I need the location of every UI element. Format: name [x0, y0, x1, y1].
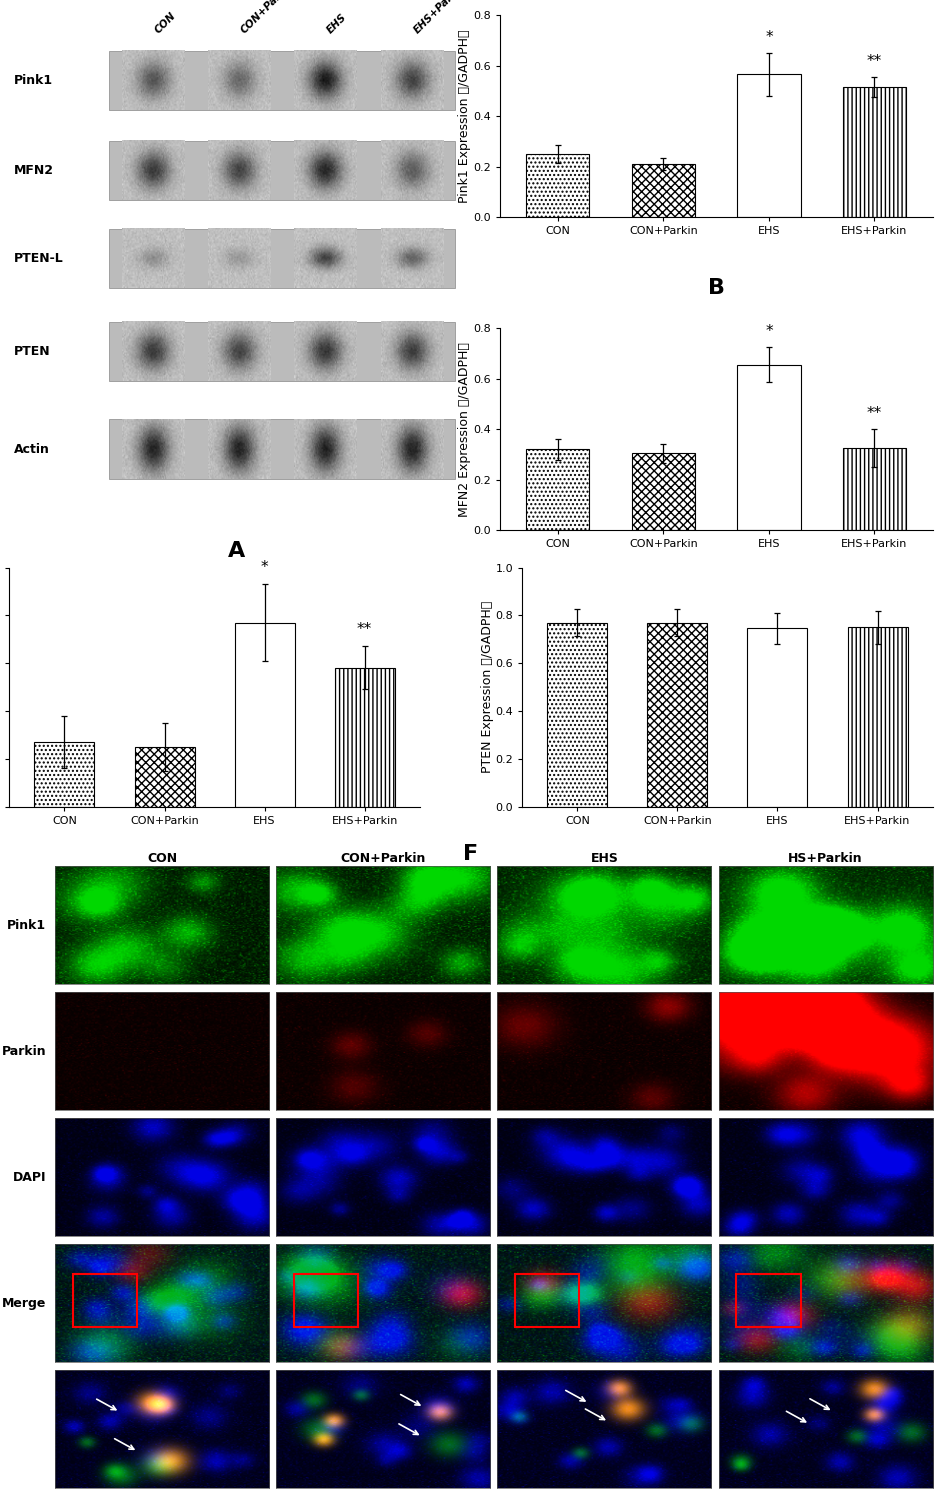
Bar [35, 742, 94, 807]
Y-axis label: Pink1 Expression （/GADPH）: Pink1 Expression （/GADPH） [459, 29, 471, 203]
Text: F: F [463, 843, 479, 864]
Title: CON: CON [147, 852, 177, 866]
Title: CON+Parkin: CON+Parkin [341, 852, 426, 866]
Text: Parkin: Parkin [1, 1045, 46, 1058]
Bar [631, 454, 695, 531]
Text: A: A [228, 541, 245, 561]
Bar [109, 322, 455, 380]
Text: Merge: Merge [2, 1297, 46, 1309]
Text: E: E [720, 884, 735, 903]
Bar [515, 1275, 579, 1327]
Text: B: B [707, 278, 724, 298]
Text: EHS+Parkin: EHS+Parkin [412, 0, 467, 35]
Bar [747, 628, 807, 807]
Text: EHS: EHS [325, 12, 349, 35]
Text: MFN2: MFN2 [14, 164, 54, 177]
Bar [526, 449, 590, 531]
Y-axis label: PTEN Expression （/GADPH）: PTEN Expression （/GADPH） [481, 601, 495, 773]
Bar [73, 1275, 138, 1327]
Bar [843, 87, 906, 216]
Text: *: * [765, 325, 772, 340]
Text: PTEN-L: PTEN-L [14, 253, 64, 265]
Bar [294, 1275, 358, 1327]
Bar [109, 419, 455, 478]
Bar [738, 74, 801, 216]
Bar [109, 51, 455, 110]
Bar [737, 1275, 801, 1327]
Text: CON: CON [153, 11, 177, 35]
Text: Pink1: Pink1 [14, 74, 53, 87]
Text: *: * [765, 30, 772, 45]
Title: EHS: EHS [591, 852, 618, 866]
Bar [334, 667, 395, 807]
Bar [547, 622, 608, 807]
Bar [738, 365, 801, 531]
Bar [843, 448, 906, 531]
Text: **: ** [867, 54, 882, 69]
Text: **: ** [357, 622, 372, 637]
Text: Actin: Actin [14, 442, 50, 455]
Bar [526, 153, 590, 216]
Bar [235, 622, 295, 807]
Bar [135, 747, 195, 807]
Title: HS+Parkin: HS+Parkin [788, 852, 863, 866]
Bar [647, 622, 707, 807]
Text: **: ** [867, 406, 882, 421]
Text: CON+Parkin: CON+Parkin [239, 0, 296, 35]
Text: PTEN: PTEN [14, 344, 51, 358]
Text: D: D [205, 884, 224, 903]
Text: *: * [261, 559, 268, 574]
Bar [109, 228, 455, 289]
Bar [631, 164, 695, 216]
Text: C: C [707, 591, 724, 610]
Text: DAPI: DAPI [12, 1171, 46, 1183]
Bar [109, 141, 455, 200]
Bar [848, 627, 907, 807]
Text: Pink1: Pink1 [7, 918, 46, 932]
Y-axis label: MFN2 Expression （/GADPH）: MFN2 Expression （/GADPH） [459, 341, 471, 517]
